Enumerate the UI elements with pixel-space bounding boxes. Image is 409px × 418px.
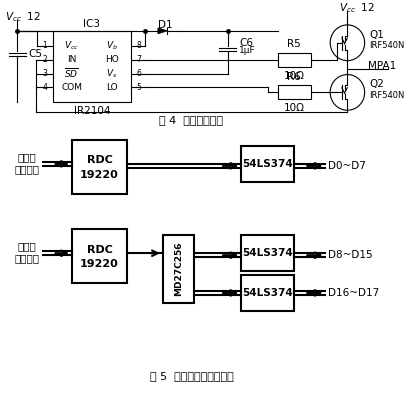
- Text: RDC: RDC: [87, 245, 112, 255]
- Text: IN: IN: [67, 55, 76, 64]
- Text: D8~D15: D8~D15: [328, 250, 373, 260]
- Text: $V_b$: $V_b$: [106, 39, 118, 52]
- Text: $\overline{SD}$: $\overline{SD}$: [65, 66, 79, 81]
- Text: D1: D1: [158, 20, 173, 30]
- Bar: [72, 229, 127, 283]
- Polygon shape: [158, 28, 168, 34]
- Text: $V_{cc}$  12: $V_{cc}$ 12: [5, 10, 41, 24]
- Text: IC3: IC3: [83, 19, 100, 29]
- Text: 10Ω: 10Ω: [284, 71, 305, 81]
- Text: $V_s$: $V_s$: [106, 67, 118, 80]
- Text: COM: COM: [61, 83, 82, 92]
- Text: 10Ω: 10Ω: [284, 103, 305, 113]
- Text: 激磁信号: 激磁信号: [14, 253, 39, 263]
- Bar: [241, 235, 294, 271]
- Text: R6: R6: [288, 71, 301, 82]
- Text: 54LS374: 54LS374: [242, 159, 293, 169]
- Text: 粗通道: 粗通道: [18, 241, 36, 251]
- Text: D0~D7: D0~D7: [328, 161, 366, 171]
- Text: C5: C5: [29, 48, 43, 59]
- Text: 3: 3: [43, 69, 47, 78]
- Text: $V_{cc}$  12: $V_{cc}$ 12: [339, 1, 375, 15]
- Text: 图 5  旋转变压器信号接口: 图 5 旋转变压器信号接口: [150, 371, 233, 381]
- Text: 4: 4: [43, 83, 47, 92]
- Text: D16~D17: D16~D17: [328, 288, 380, 298]
- Text: Q1: Q1: [369, 30, 384, 40]
- Text: 19220: 19220: [80, 170, 119, 180]
- Text: IR2104: IR2104: [74, 106, 110, 116]
- Bar: [72, 140, 127, 194]
- Text: 1: 1: [43, 41, 47, 50]
- Text: 2: 2: [43, 55, 47, 64]
- Text: R5: R5: [288, 39, 301, 49]
- Text: MPA1: MPA1: [369, 61, 397, 71]
- Bar: [241, 146, 294, 182]
- Text: IRF540N: IRF540N: [369, 91, 405, 100]
- Text: $V_{cc}$: $V_{cc}$: [64, 39, 79, 52]
- Bar: [163, 235, 194, 303]
- Text: C6: C6: [239, 38, 253, 48]
- Text: MD27C256: MD27C256: [174, 242, 183, 296]
- Text: 54LS374: 54LS374: [242, 248, 293, 258]
- Text: 激磁信号: 激磁信号: [14, 164, 39, 174]
- Text: LO: LO: [106, 83, 118, 92]
- Text: RDC: RDC: [87, 155, 112, 166]
- Text: 5: 5: [136, 83, 141, 92]
- Bar: [278, 85, 311, 99]
- Bar: [53, 31, 131, 102]
- Text: 图 4  电机驱动接口: 图 4 电机驱动接口: [160, 115, 223, 125]
- Bar: [278, 53, 311, 66]
- Text: 精通道: 精通道: [18, 152, 36, 162]
- Text: 19220: 19220: [80, 259, 119, 269]
- Text: 7: 7: [136, 55, 141, 64]
- Text: Q2: Q2: [369, 79, 384, 89]
- Text: HO: HO: [105, 55, 119, 64]
- Bar: [241, 275, 294, 311]
- Text: 8: 8: [137, 41, 141, 50]
- Text: 54LS374: 54LS374: [242, 288, 293, 298]
- Text: 6: 6: [136, 69, 141, 78]
- Text: IRF540N: IRF540N: [369, 41, 405, 50]
- Text: 1μF: 1μF: [239, 46, 256, 55]
